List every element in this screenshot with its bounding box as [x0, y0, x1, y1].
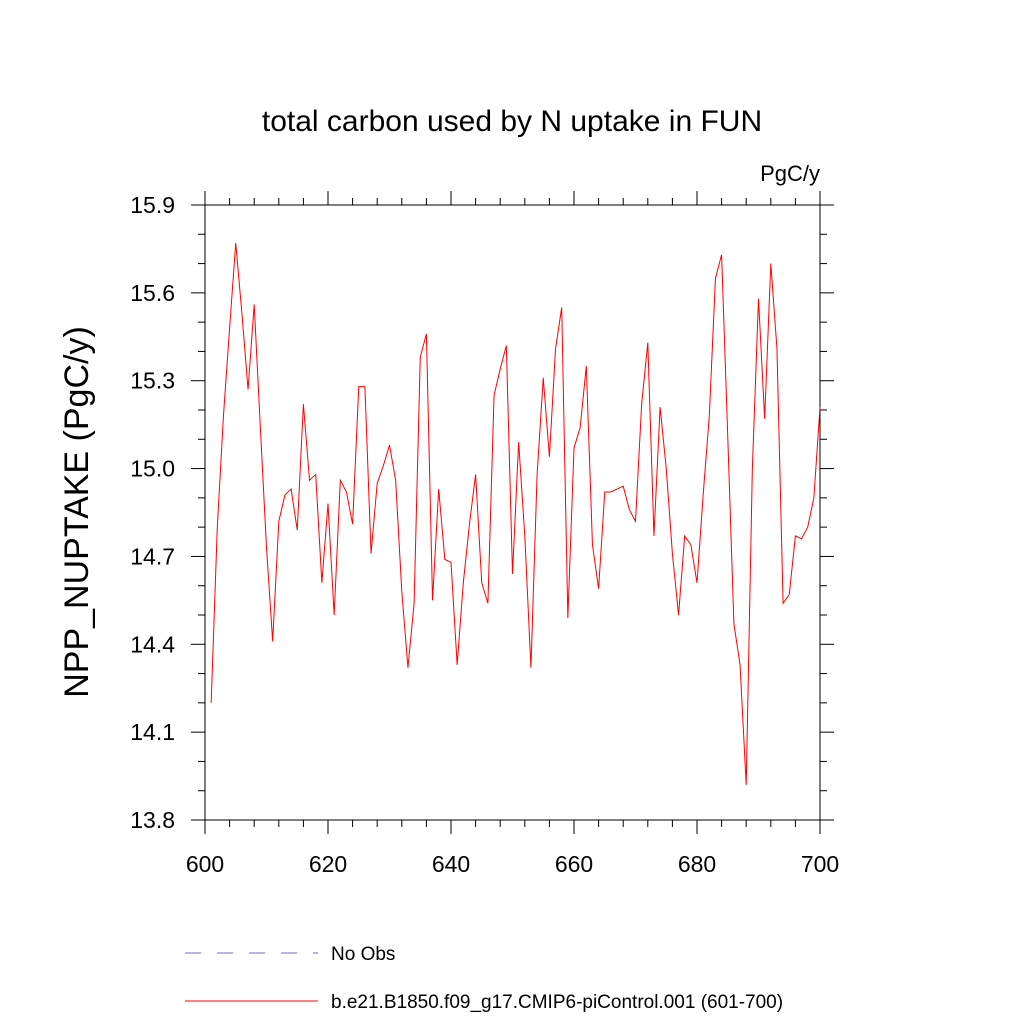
y-axis-label-group: NPP_NUPTAKE (PgC/y)	[58, 326, 96, 698]
y-axis-label: NPP_NUPTAKE (PgC/y)	[58, 326, 96, 698]
legend: No Obs b.e21.B1850.f09_g17.CMIP6-piContr…	[185, 944, 783, 1013]
x-tick-label: 700	[801, 851, 839, 877]
plot-axes	[204, 204, 821, 821]
y-tick-label: 14.4	[130, 631, 175, 657]
x-tick-label: 600	[186, 851, 224, 877]
x-tick-label: 680	[678, 851, 716, 877]
x-tick-label: 620	[309, 851, 347, 877]
legend-label-no-obs: No Obs	[331, 944, 395, 965]
x-tick-label: 660	[555, 851, 593, 877]
y-tick-label: 15.9	[130, 192, 175, 218]
plot-frame	[204, 204, 821, 821]
series-line	[210, 243, 821, 785]
x-tick-label: 640	[432, 851, 470, 877]
units-label: PgC/y	[760, 161, 820, 186]
axis-ticks: 13.8 14.1 14.4 14.7 15.0 15.3 15.6 15.9 600 620 64…	[130, 191, 839, 877]
chart-title: total carbon used by N uptake in FUN	[262, 105, 762, 138]
y-tick-label: 15.6	[130, 280, 175, 306]
y-tick-label: 14.7	[130, 543, 175, 569]
legend-label-model: b.e21.B1850.f09_g17.CMIP6-piControl.001 …	[331, 992, 783, 1013]
y-tick-label: 14.1	[130, 719, 175, 745]
series-layer	[210, 243, 821, 785]
y-tick-label: 13.8	[130, 807, 175, 833]
y-tick-label: 15.3	[130, 368, 175, 394]
y-tick-label: 15.0	[130, 456, 175, 482]
